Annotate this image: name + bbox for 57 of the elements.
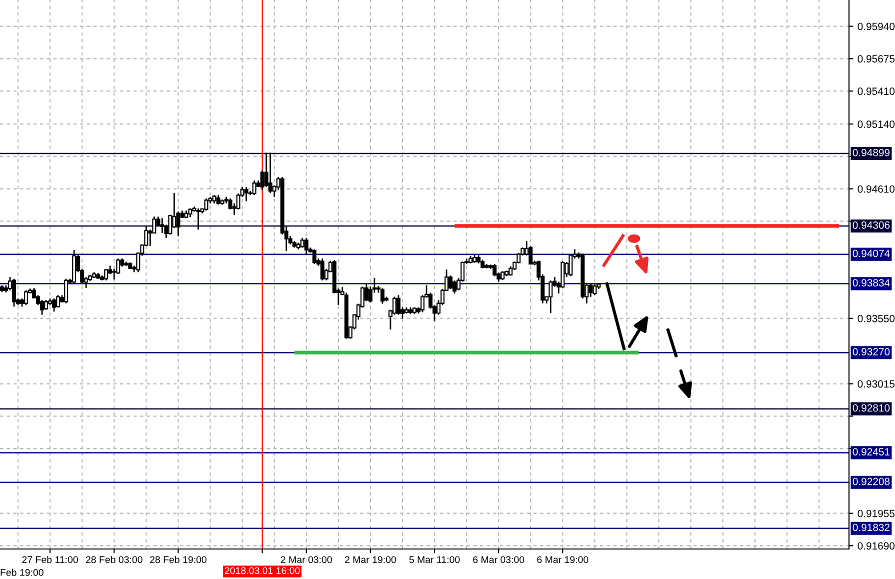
x-tick-label: 6 Mar 03:00: [473, 556, 524, 564]
candlestick: [24, 290, 28, 306]
x-tick-label: 28 Feb 03:00: [86, 556, 142, 564]
candlestick: [380, 287, 384, 304]
ref-line-label: 0.91832: [852, 524, 890, 532]
candlestick: [196, 208, 200, 230]
candlestick: [104, 268, 108, 282]
x-tick-label: 27 Feb 11:00: [22, 556, 78, 564]
ref-line-label: 0.92208: [852, 478, 890, 486]
candlestick: [392, 296, 396, 316]
y-tick-label: 0.91690: [858, 542, 895, 550]
candlestick: [452, 280, 457, 294]
candlestick: [268, 152, 272, 194]
candlestick: [312, 248, 316, 265]
ref-line-label: 0.93834: [852, 279, 890, 286]
ref-line-label: 0.92451: [852, 448, 890, 456]
y-tick-label: 0.91955: [858, 510, 895, 518]
candlestick: [252, 180, 256, 196]
candlestick: [56, 294, 60, 308]
candlestick: [420, 294, 424, 313]
y-tick-label: 0.93550: [858, 314, 895, 322]
x-tick-label: 2 Mar 19:00: [344, 556, 396, 564]
candlestick: [396, 294, 400, 316]
ref-line-label: 0.94899: [852, 148, 890, 156]
candlestick: [592, 283, 597, 296]
candlestick: [548, 280, 553, 314]
candlestick: [320, 258, 324, 282]
candlestick: [204, 198, 208, 212]
candlestick: [64, 278, 68, 304]
y-tick-label: 0.95140: [858, 120, 895, 128]
candlestick: [588, 282, 593, 298]
ref-line-label: 0.93270: [852, 348, 890, 356]
candlestick: [44, 299, 48, 311]
y-tick-label: 0.93015: [858, 380, 895, 388]
candlestick: [40, 299, 44, 316]
y-tick-label: 0.95940: [858, 22, 895, 30]
y-tick-label: 0.95675: [858, 55, 895, 63]
candlestick: [244, 186, 248, 202]
ref-line-label: 0.92810: [852, 404, 890, 412]
candlestick: [52, 298, 56, 312]
x-tick-label: 2 Mar 03:00: [280, 556, 332, 564]
x-tick-label: 28 Feb 19:00: [150, 556, 206, 564]
y-tick-label: 0.95410: [858, 88, 895, 95]
ref-line-label: 0.94074: [852, 250, 890, 258]
candlestick: [12, 278, 16, 308]
candlestick: [160, 217, 164, 234]
candlestick: [568, 254, 573, 277]
candlestick: [304, 237, 308, 255]
candlestick: [300, 237, 304, 248]
y-tick-label: 0.94610: [858, 185, 895, 193]
x-tick-label: 5 Mar 11:00: [409, 556, 460, 564]
x-tick-label: 2018.03.01 16:00: [224, 567, 300, 574]
candlestick: [216, 194, 220, 206]
ref-line-label: 0.94306: [852, 221, 890, 229]
candlestick: [448, 274, 453, 290]
x-tick-label: 6 Mar 19:00: [537, 556, 588, 564]
text: Feb 19:00: [0, 568, 44, 576]
